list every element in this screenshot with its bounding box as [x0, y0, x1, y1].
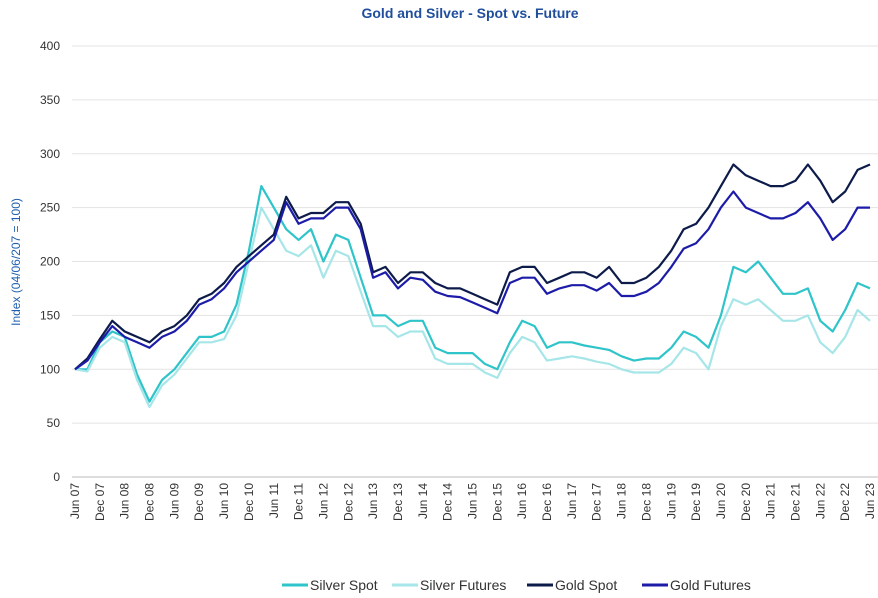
x-tick-label: Dec 13: [391, 483, 405, 521]
x-tick-label: Jun 17: [565, 483, 579, 519]
y-tick-label: 50: [47, 416, 61, 430]
x-tick-label: Jun 18: [615, 483, 629, 519]
x-tick-label: Jun 23: [863, 483, 877, 519]
x-tick-label: Dec 15: [490, 483, 504, 521]
y-tick-label: 100: [40, 362, 60, 376]
x-tick-label: Dec 09: [192, 483, 206, 521]
x-tick-label: Jun 08: [118, 483, 132, 519]
x-tick-label: Dec 12: [341, 483, 355, 521]
y-axis-label: Index (04/06/207 = 100): [9, 198, 23, 326]
y-tick-label: 300: [40, 147, 60, 161]
series-line: [75, 185, 871, 403]
x-tick-label: Dec 16: [540, 483, 554, 521]
x-tick-label: Jun 20: [714, 483, 728, 519]
chart-title: Gold and Silver - Spot vs. Future: [361, 5, 578, 21]
x-tick-label: Dec 21: [788, 483, 802, 521]
x-tick-label: Jun 21: [764, 483, 778, 519]
x-tick-label: Dec 11: [292, 483, 306, 520]
x-tick-label: Dec 14: [441, 483, 455, 521]
legend-label: Silver Spot: [310, 577, 378, 593]
x-tick-label: Dec 22: [838, 483, 852, 521]
y-tick-label: 200: [40, 255, 60, 269]
x-tick-label: Dec 17: [590, 483, 604, 521]
legend-label: Gold Spot: [555, 577, 617, 593]
x-tick-label: Jun 11: [267, 483, 281, 518]
x-tick-label: Jun 19: [664, 483, 678, 519]
x-tick-label: Jun 22: [813, 483, 827, 519]
series-line: [74, 206, 871, 409]
x-tick-label: Jun 15: [466, 483, 480, 519]
x-tick-label: Jun 10: [217, 483, 231, 519]
x-tick-label: Jun 16: [515, 483, 529, 519]
y-tick-label: 150: [40, 308, 60, 322]
series-line: [74, 190, 870, 371]
x-tick-label: Jun 12: [316, 483, 330, 519]
x-tick-label: Jun 09: [167, 483, 181, 519]
y-tick-label: 0: [53, 470, 60, 484]
y-tick-label: 250: [40, 201, 60, 215]
x-tick-label: Dec 07: [93, 483, 107, 521]
x-tick-label: Jun 13: [366, 483, 380, 519]
legend-label: Silver Futures: [420, 577, 506, 593]
y-tick-label: 400: [40, 39, 60, 53]
series-line: [74, 163, 871, 371]
x-tick-label: Jun 14: [416, 483, 430, 519]
x-tick-label: Dec 18: [639, 483, 653, 521]
y-tick-label: 350: [40, 93, 60, 107]
x-tick-label: Dec 08: [143, 483, 157, 521]
legend-label: Gold Futures: [670, 577, 751, 593]
x-tick-label: Dec 19: [689, 483, 703, 521]
x-tick-label: Jun 07: [68, 483, 82, 519]
x-tick-label: Dec 10: [242, 483, 256, 521]
x-tick-label: Dec 20: [739, 483, 753, 521]
